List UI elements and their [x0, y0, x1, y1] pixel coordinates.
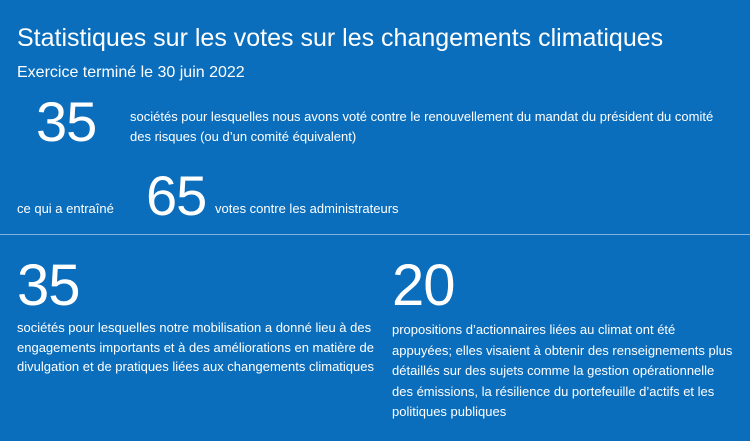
stat-1-value: 35 — [36, 90, 97, 153]
stat-3-text: sociétés pour lesquelles notre mobilisat… — [17, 320, 374, 374]
stat-4-text: propositions d’actionnaires liées au cli… — [392, 322, 733, 419]
page-subtitle: Exercice terminé le 30 juin 2022 — [17, 64, 245, 81]
stat-2-suffix: votes contre les administrateurs — [215, 201, 399, 216]
stat-2-prefix: ce qui a entraîné — [17, 201, 114, 216]
stat-3-value: 35 — [17, 253, 81, 318]
section-divider — [0, 234, 750, 235]
stat-2-value: 65 — [146, 164, 207, 227]
page-title: Statistiques sur les votes sur les chang… — [17, 24, 664, 52]
stat-4-value: 20 — [392, 253, 456, 318]
stat-1-text: sociétés pour lesquelles nous avons voté… — [130, 109, 714, 144]
